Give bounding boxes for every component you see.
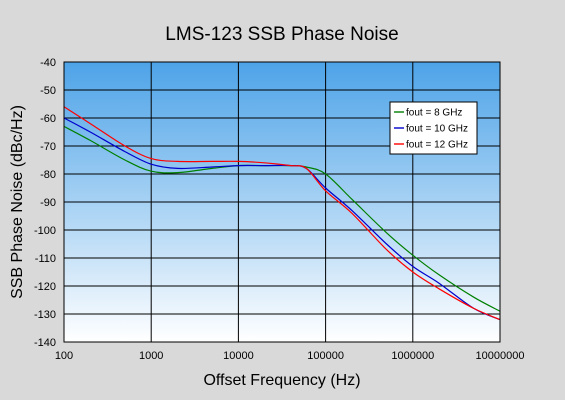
x-tick-label: 10000000 [476,350,525,362]
series-lines [63,106,501,321]
chart-title: LMS-123 SSB Phase Noise [165,24,398,45]
y-tick-label: -110 [35,253,56,265]
y-tick-label: -130 [34,309,56,321]
y-tick-label: -60 [40,113,56,125]
legend-label: fout = 8 GHz [406,108,462,119]
legend-label: fout = 12 GHz [406,140,468,151]
y-tick-label: -100 [34,225,56,237]
y-axis-label: SSB Phase Noise (dBc/Hz) [9,105,26,299]
series-line-3 [63,106,501,321]
y-tick-label: -90 [40,197,56,209]
legend-label: fout = 10 GHz [406,124,468,135]
x-tick-label: 1000 [139,350,163,362]
x-tick-labels: 100 1000 10000 100000 1000000 10000000 [55,350,525,362]
y-tick-label: -120 [34,281,56,293]
y-tick-label: -80 [40,169,56,181]
y-tick-label: -40 [40,57,56,69]
x-tick-label: 1000000 [391,350,434,362]
x-tick-label: 100 [55,350,73,362]
x-axis-label: Offset Frequency (Hz) [203,372,360,389]
legend: fout = 8 GHz fout = 10 GHz fout = 12 GHz [389,101,478,155]
legend-box [389,101,478,155]
x-tick-label: 100000 [307,350,344,362]
y-tick-label: -50 [40,85,56,97]
plot-frame [63,61,501,343]
y-tick-label: -70 [40,141,56,153]
x-tick-label: 10000 [223,350,254,362]
y-tick-label: -140 [34,337,56,349]
y-tick-labels: -40 -50 -60 -70 -80 -90 -100 -110 -120 -130 -140 [34,57,56,349]
